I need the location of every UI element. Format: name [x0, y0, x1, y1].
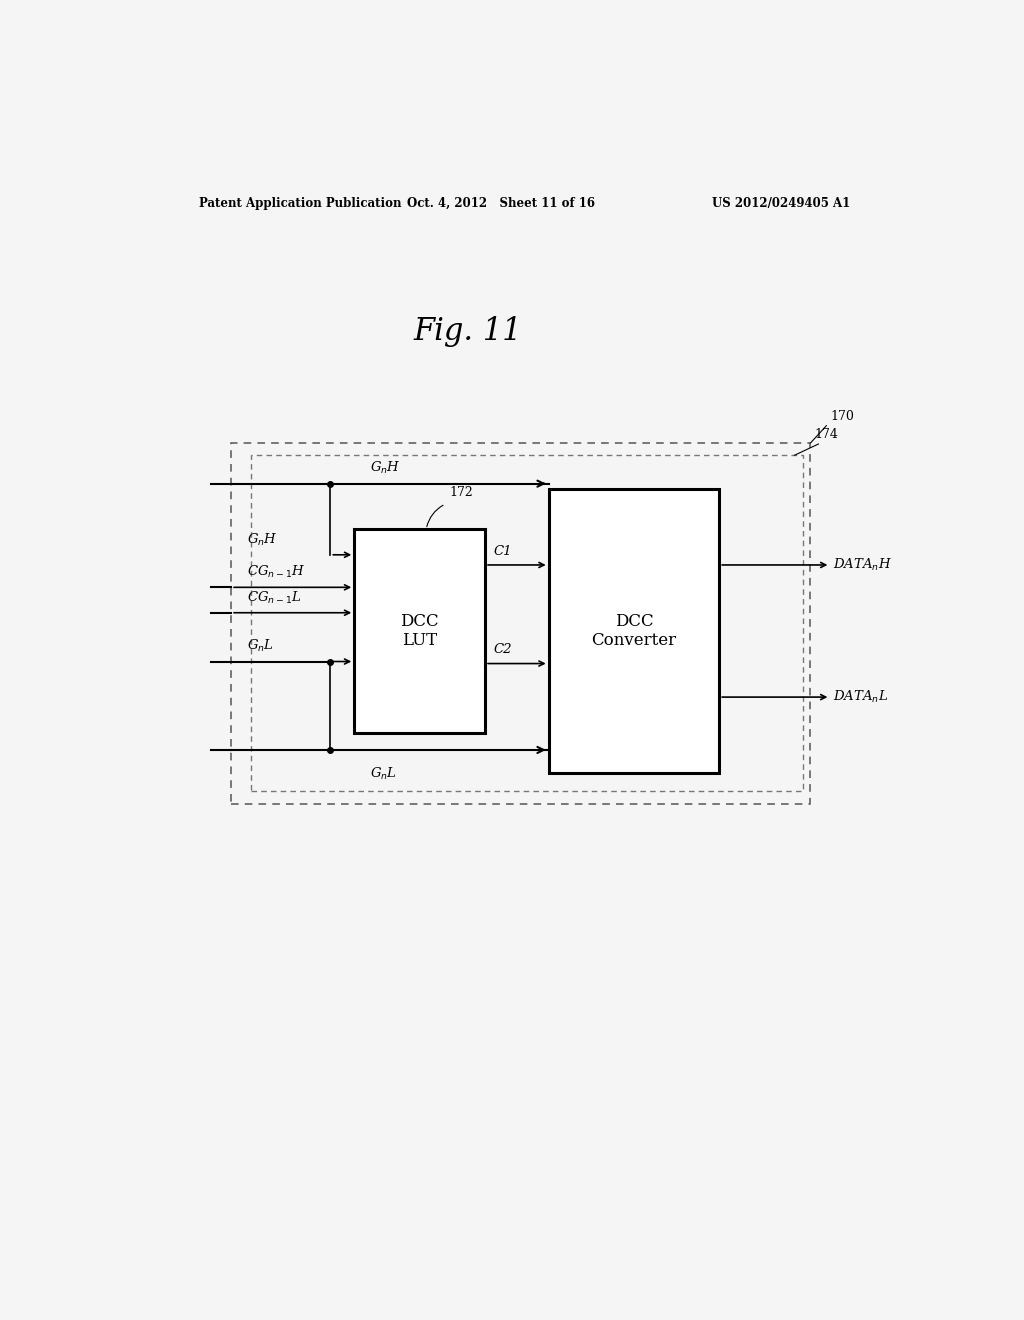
- Text: DCC
LUT: DCC LUT: [400, 612, 439, 649]
- Text: G$_n$H: G$_n$H: [370, 459, 400, 475]
- Text: Patent Application Publication: Patent Application Publication: [200, 197, 402, 210]
- Text: C1: C1: [494, 545, 512, 558]
- Text: CG$_{n-1}$H: CG$_{n-1}$H: [247, 564, 305, 581]
- Text: G$_n$H: G$_n$H: [247, 532, 278, 548]
- Text: 170: 170: [830, 409, 854, 422]
- Text: 174: 174: [814, 428, 839, 441]
- FancyBboxPatch shape: [354, 529, 485, 733]
- Text: G$_n$L: G$_n$L: [247, 639, 274, 655]
- Text: G$_n$L: G$_n$L: [370, 766, 397, 783]
- Text: DCC
Converter: DCC Converter: [591, 612, 677, 649]
- Text: CG$_{n-1}$L: CG$_{n-1}$L: [247, 590, 301, 606]
- FancyBboxPatch shape: [549, 488, 719, 774]
- Text: DATA$_n$L: DATA$_n$L: [833, 689, 888, 705]
- Text: US 2012/0249405 A1: US 2012/0249405 A1: [712, 197, 850, 210]
- Text: C2: C2: [494, 643, 512, 656]
- Text: Fig. 11: Fig. 11: [414, 315, 522, 347]
- Text: DATA$_n$H: DATA$_n$H: [833, 557, 892, 573]
- Text: Oct. 4, 2012   Sheet 11 of 16: Oct. 4, 2012 Sheet 11 of 16: [407, 197, 595, 210]
- Text: 172: 172: [450, 486, 473, 499]
